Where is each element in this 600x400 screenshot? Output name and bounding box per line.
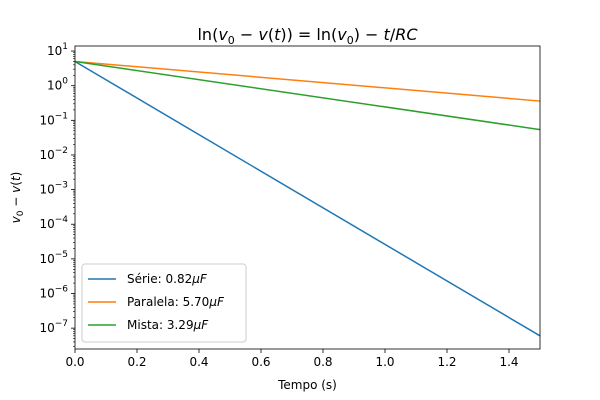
x-tick-label: 0.4 bbox=[189, 355, 208, 369]
series-line-1 bbox=[74, 60, 541, 337]
series-line-3 bbox=[74, 60, 541, 131]
x-tick-label: 0.6 bbox=[251, 355, 270, 369]
axes-border bbox=[74, 45, 541, 350]
y-tick-label: 10−3 bbox=[39, 181, 68, 197]
y-axis-label: v0​ − v(t) bbox=[9, 172, 26, 224]
x-tick-label: 1.2 bbox=[437, 355, 456, 369]
x-tick-label: 0.2 bbox=[127, 355, 146, 369]
x-tick-label: 0.8 bbox=[313, 355, 332, 369]
legend-box bbox=[81, 263, 247, 343]
y-tick-label: 10−6 bbox=[39, 285, 68, 301]
y-tick-label: 100 bbox=[47, 77, 68, 93]
y-tick-label: 101 bbox=[47, 42, 68, 58]
x-tick-label: 0.0 bbox=[65, 355, 84, 369]
x-axis: 0.0 0.2 0.4 0.6 0.8 1.0 1.2 1.4 bbox=[65, 349, 519, 369]
plot-frame bbox=[74, 45, 541, 350]
y-tick-label: 10−2 bbox=[39, 146, 68, 162]
legend-label-1: Série: 0.82μF bbox=[127, 272, 208, 286]
legend-label-3: Mista: 3.29μF bbox=[127, 318, 209, 332]
x-tick-label: 1.4 bbox=[499, 355, 518, 369]
x-axis-label: Tempo (s) bbox=[277, 378, 337, 392]
legend-label-2: Paralela: 5.70μF bbox=[127, 295, 225, 309]
y-tick-label: 10−1 bbox=[39, 111, 68, 127]
y-axis: 101 100 10−1 10−2 10−3 10−4 10−5 10−6 10−7 bbox=[39, 42, 75, 347]
y-tick-label: 10−4 bbox=[39, 215, 68, 231]
chart-title: ln(v0​ − v(t)) = ln(v0​) − t/RC bbox=[197, 25, 418, 47]
legend: Série: 0.82μF Paralela: 5.70μF Mista: 3.29… bbox=[81, 263, 247, 343]
y-tick-label: 10−5 bbox=[39, 250, 68, 266]
series-layer bbox=[74, 60, 541, 337]
y-tick-label: 10−7 bbox=[39, 319, 68, 335]
x-tick-label: 1.0 bbox=[375, 355, 394, 369]
series-line-2 bbox=[74, 60, 541, 102]
